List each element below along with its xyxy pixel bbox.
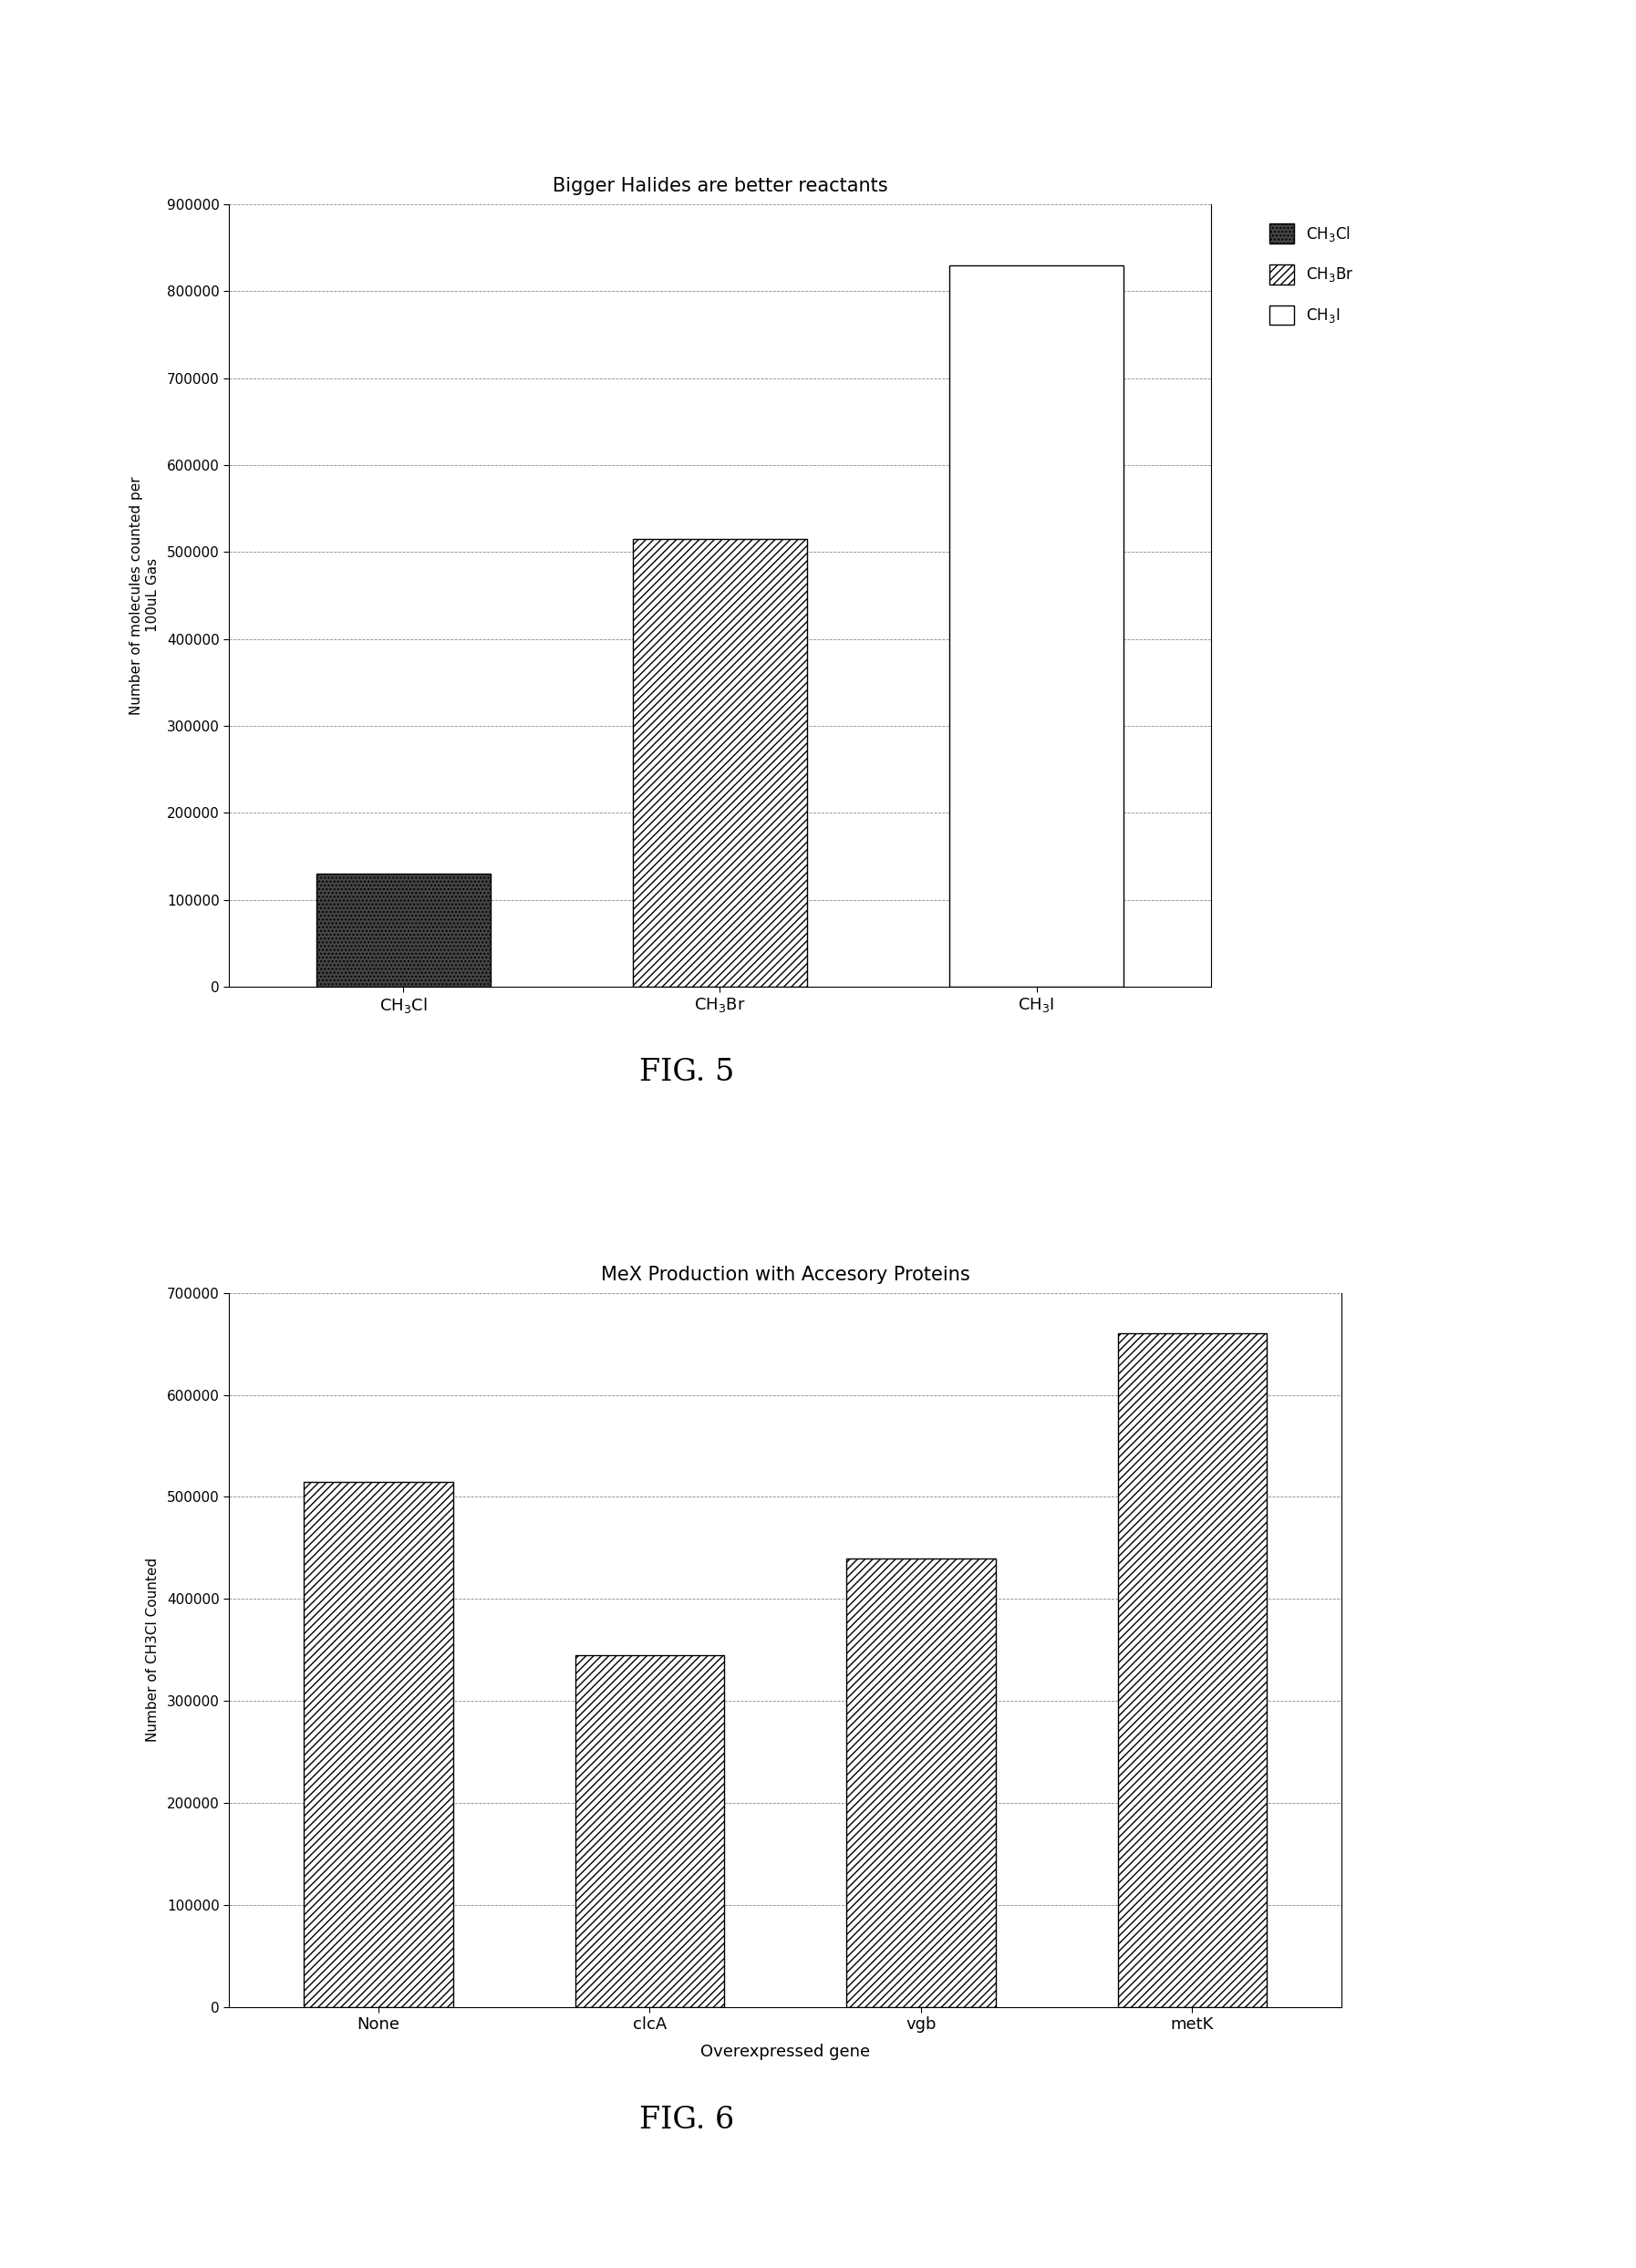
Title: Bigger Halides are better reactants: Bigger Halides are better reactants <box>553 177 887 195</box>
Bar <box>949 265 1124 987</box>
Bar <box>304 1481 453 2007</box>
Bar <box>633 540 807 987</box>
Y-axis label: Number of CH3Cl Counted: Number of CH3Cl Counted <box>146 1558 159 1742</box>
Title: MeX Production with Accesory Proteins: MeX Production with Accesory Proteins <box>600 1266 970 1284</box>
X-axis label: Overexpressed gene: Overexpressed gene <box>700 2043 870 2059</box>
Bar <box>1117 1334 1266 2007</box>
Bar <box>846 1558 996 2007</box>
Text: FIG. 5: FIG. 5 <box>640 1059 735 1086</box>
Bar <box>574 1656 725 2007</box>
Text: FIG. 6: FIG. 6 <box>640 2107 735 2134</box>
Y-axis label: Number of molecules counted per
100uL Gas: Number of molecules counted per 100uL Ga… <box>129 476 159 714</box>
Bar <box>316 873 491 987</box>
Legend: CH$_3$Cl, CH$_3$Br, CH$_3$I: CH$_3$Cl, CH$_3$Br, CH$_3$I <box>1258 211 1366 338</box>
